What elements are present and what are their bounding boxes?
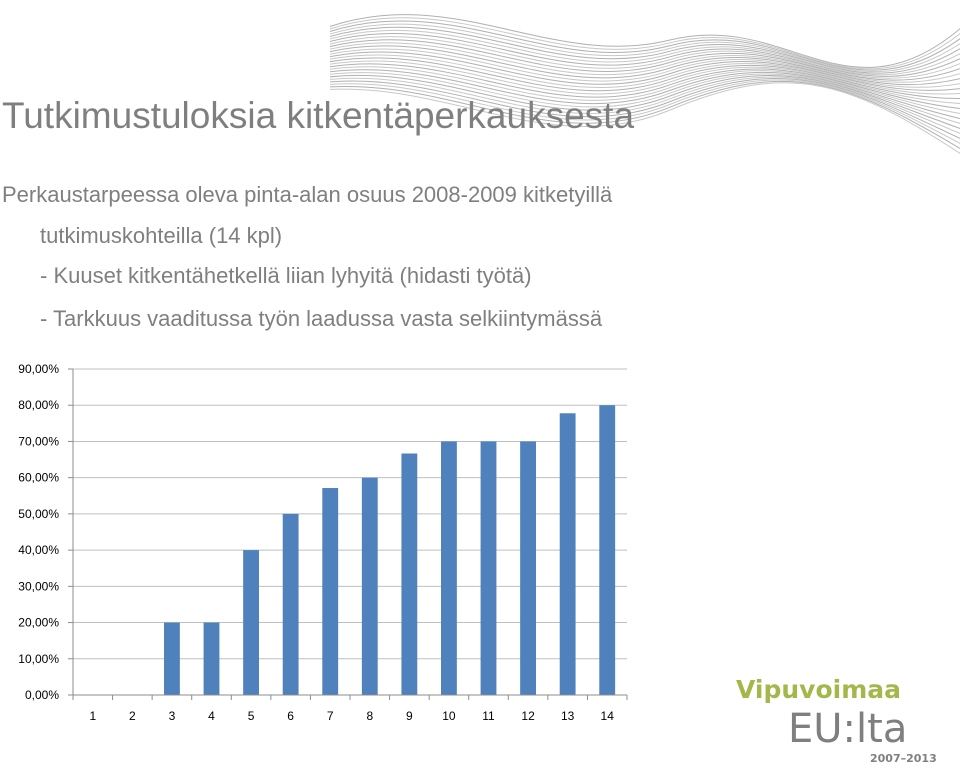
y-tick-label: 70,00% <box>18 434 59 448</box>
ribbon-line <box>330 54 960 95</box>
bar <box>322 488 339 695</box>
bar <box>599 405 616 695</box>
bullet-line-4: - Tarkkuus vaaditussa työn laadussa vast… <box>40 306 603 331</box>
ribbon-line <box>330 23 960 73</box>
ribbon-line <box>330 82 960 155</box>
bar <box>401 453 418 695</box>
ribbon-line <box>330 74 960 129</box>
ribbon-line <box>330 60 960 104</box>
y-tick-label: 80,00% <box>18 398 59 412</box>
ribbon-line <box>330 33 960 77</box>
x-tick-label: 1 <box>89 709 96 723</box>
x-tick-label: 8 <box>366 709 373 723</box>
x-tick-label: 10 <box>442 709 456 723</box>
ribbon-line <box>330 69 960 119</box>
vipuvoimaa-logo: Vipuvoimaa EU:lta 2007–2013 <box>736 675 937 765</box>
bar <box>361 477 378 695</box>
y-tick-label: 90,00% <box>18 362 59 376</box>
ribbon-line <box>330 66 960 114</box>
ribbon-line <box>330 79 960 144</box>
bar <box>164 622 180 695</box>
bullet-line-1: Perkaustarpeessa oleva pinta-alan osuus … <box>2 182 613 207</box>
bullet-line-2: tutkimuskohteilla (14 kpl) <box>40 223 283 248</box>
x-tick-label: 5 <box>248 709 255 723</box>
bar <box>282 513 299 695</box>
logo-text-eulta: EU:lta <box>788 706 907 752</box>
x-tick-label: 6 <box>287 709 294 723</box>
bar <box>243 550 259 695</box>
x-tick-label: 13 <box>561 709 575 723</box>
bar <box>203 622 220 695</box>
ribbon-line <box>330 39 960 81</box>
ribbon-line <box>330 72 960 124</box>
ribbon-line <box>330 42 960 83</box>
bar <box>441 441 457 695</box>
bar-chart: 0,00% 10,00% 20,00% 30,00% 40,00% 50,00% 60,00… <box>18 362 628 723</box>
y-tick-label: 60,00% <box>18 471 59 485</box>
ribbon-line <box>330 17 960 70</box>
ribbon-line <box>330 51 960 91</box>
ribbon-line <box>330 45 960 85</box>
bullet-line-3: - Kuuset kitkentähetkellä liian lyhyitä … <box>40 263 532 288</box>
ribbon-line <box>330 20 960 71</box>
x-tick-label: 2 <box>129 709 136 723</box>
ribbon-line <box>330 78 960 139</box>
bar <box>520 441 536 695</box>
ribbon-line <box>330 29 960 76</box>
ribbon-line <box>330 76 960 134</box>
logo-text-years: 2007–2013 <box>870 752 937 765</box>
y-tick-label: 30,00% <box>18 579 59 593</box>
ribbon-line <box>330 63 960 109</box>
bar <box>559 413 576 695</box>
y-tick-label: 50,00% <box>18 507 59 521</box>
x-tick-label: 7 <box>327 709 334 723</box>
y-tick-label: 20,00% <box>18 616 59 630</box>
y-tick-label: 10,00% <box>18 652 59 666</box>
ribbon-line <box>330 26 960 74</box>
ribbon-line <box>330 80 960 150</box>
y-tick-label: 40,00% <box>18 543 59 557</box>
x-tick-label: 11 <box>482 709 495 723</box>
x-tick-label: 4 <box>208 709 215 723</box>
slide-title: Tutkimustuloksia kitkentäperkauksesta <box>2 95 635 136</box>
x-tick-label: 3 <box>169 709 176 723</box>
ribbon-line <box>330 57 960 99</box>
x-tick-label: 14 <box>601 709 615 723</box>
decorative-ribbon <box>330 14 960 155</box>
bar <box>480 441 497 695</box>
ribbon-line <box>330 48 960 88</box>
logo-text-vipuvoimaa: Vipuvoimaa <box>736 675 901 704</box>
y-tick-label: 0,00% <box>25 688 59 702</box>
ribbon-line <box>330 14 960 68</box>
x-tick-label: 9 <box>406 709 413 723</box>
x-tick-label: 12 <box>521 709 535 723</box>
ribbon-line <box>330 36 960 79</box>
